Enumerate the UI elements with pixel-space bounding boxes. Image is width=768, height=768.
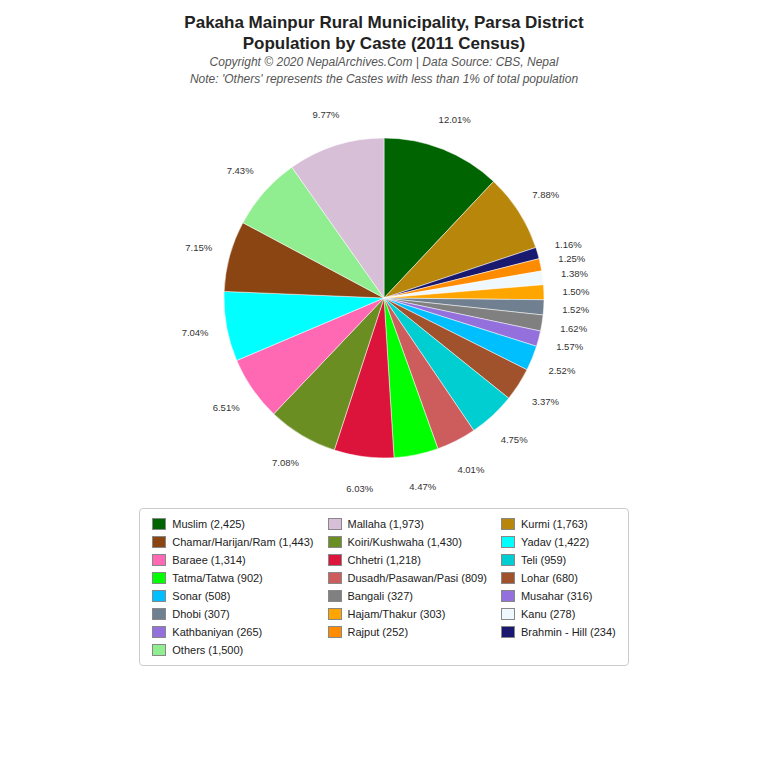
html-text:Tatma/Tatwa (902): Tatma/Tatwa (902): [172, 572, 263, 584]
html-text:Dusadh/Pasawan/Pasi (809): Dusadh/Pasawan/Pasi (809): [347, 572, 487, 584]
svg-text:1.50%: 1.50%: [562, 286, 589, 297]
svg-text:7.04%: 7.04%: [182, 327, 209, 338]
html-text:Note: 'Others' represents the: Note: 'Others' represents the Castes wit…: [189, 72, 579, 86]
html-text:Chamar/Harijan/Ram (1,443): Chamar/Harijan/Ram (1,443): [172, 536, 314, 548]
svg-text:1.52%: 1.52%: [562, 304, 589, 315]
html-text:Muslim (2,425): Muslim (2,425): [172, 518, 245, 530]
svg-text:1.62%: 1.62%: [560, 323, 587, 334]
html-text:Others (1,500): Others (1,500): [172, 644, 244, 656]
html-text:Sonar (508): Sonar (508): [172, 590, 231, 602]
svg-text:7.08%: 7.08%: [272, 457, 299, 468]
svg-text:12.01%: 12.01%: [439, 114, 472, 125]
svg-text:1.25%: 1.25%: [558, 253, 585, 264]
svg-text:6.51%: 6.51%: [213, 402, 240, 413]
svg-text:6.03%: 6.03%: [346, 483, 373, 494]
svg-text:4.75%: 4.75%: [501, 434, 528, 445]
html-text:Rajput (252): Rajput (252): [347, 626, 409, 638]
html-text:Kanu (278): Kanu (278): [520, 608, 576, 620]
svg-text:3.37%: 3.37%: [532, 396, 559, 407]
html-text:Kurmi (1,763): Kurmi (1,763): [520, 518, 588, 530]
svg-text:9.77%: 9.77%: [313, 109, 340, 120]
html-text:Musahar (316): Musahar (316): [520, 590, 593, 602]
svg-text:1.38%: 1.38%: [561, 268, 588, 279]
html-text:Population by Caste (2011 Cens: Population by Caste (2011 Census): [242, 34, 526, 53]
html-text:Lohar (680): Lohar (680): [520, 572, 578, 584]
html-text:Koiri/Kushwaha (1,430): Koiri/Kushwaha (1,430): [347, 536, 462, 548]
html-text:Bangali (327): Bangali (327): [347, 590, 413, 602]
html-text:Baraee (1,314): Baraee (1,314): [172, 554, 246, 566]
html-text:Dhobi (307): Dhobi (307): [172, 608, 230, 620]
html-text:Chhetri (1,218): Chhetri (1,218): [347, 554, 421, 566]
svg-text:4.47%: 4.47%: [409, 481, 436, 492]
html-text:Pakaha Mainpur Rural Municipal: Pakaha Mainpur Rural Municipality, Parsa…: [184, 13, 584, 32]
html-text:Mallaha (1,973): Mallaha (1,973): [347, 518, 424, 530]
html-text:Kathbaniyan (265): Kathbaniyan (265): [172, 626, 263, 638]
html-text:Brahmin - Hill (234): Brahmin - Hill (234): [520, 626, 616, 638]
svg-text:2.52%: 2.52%: [548, 365, 575, 376]
svg-text:4.01%: 4.01%: [457, 464, 484, 475]
svg-text:7.15%: 7.15%: [185, 242, 212, 253]
html-text:Yadav (1,422): Yadav (1,422): [520, 536, 590, 548]
svg-text:1.57%: 1.57%: [556, 341, 583, 352]
html-text:Copyright © 2020 NepalArchives: Copyright © 2020 NepalArchives.Com | Dat…: [209, 55, 559, 69]
html-text:Teli (959): Teli (959): [520, 554, 567, 566]
html-text:Hajam/Thakur (303): Hajam/Thakur (303): [347, 608, 446, 620]
svg-text:1.16%: 1.16%: [555, 239, 582, 250]
svg-text:7.43%: 7.43%: [227, 165, 254, 176]
svg-text:7.88%: 7.88%: [532, 189, 559, 200]
